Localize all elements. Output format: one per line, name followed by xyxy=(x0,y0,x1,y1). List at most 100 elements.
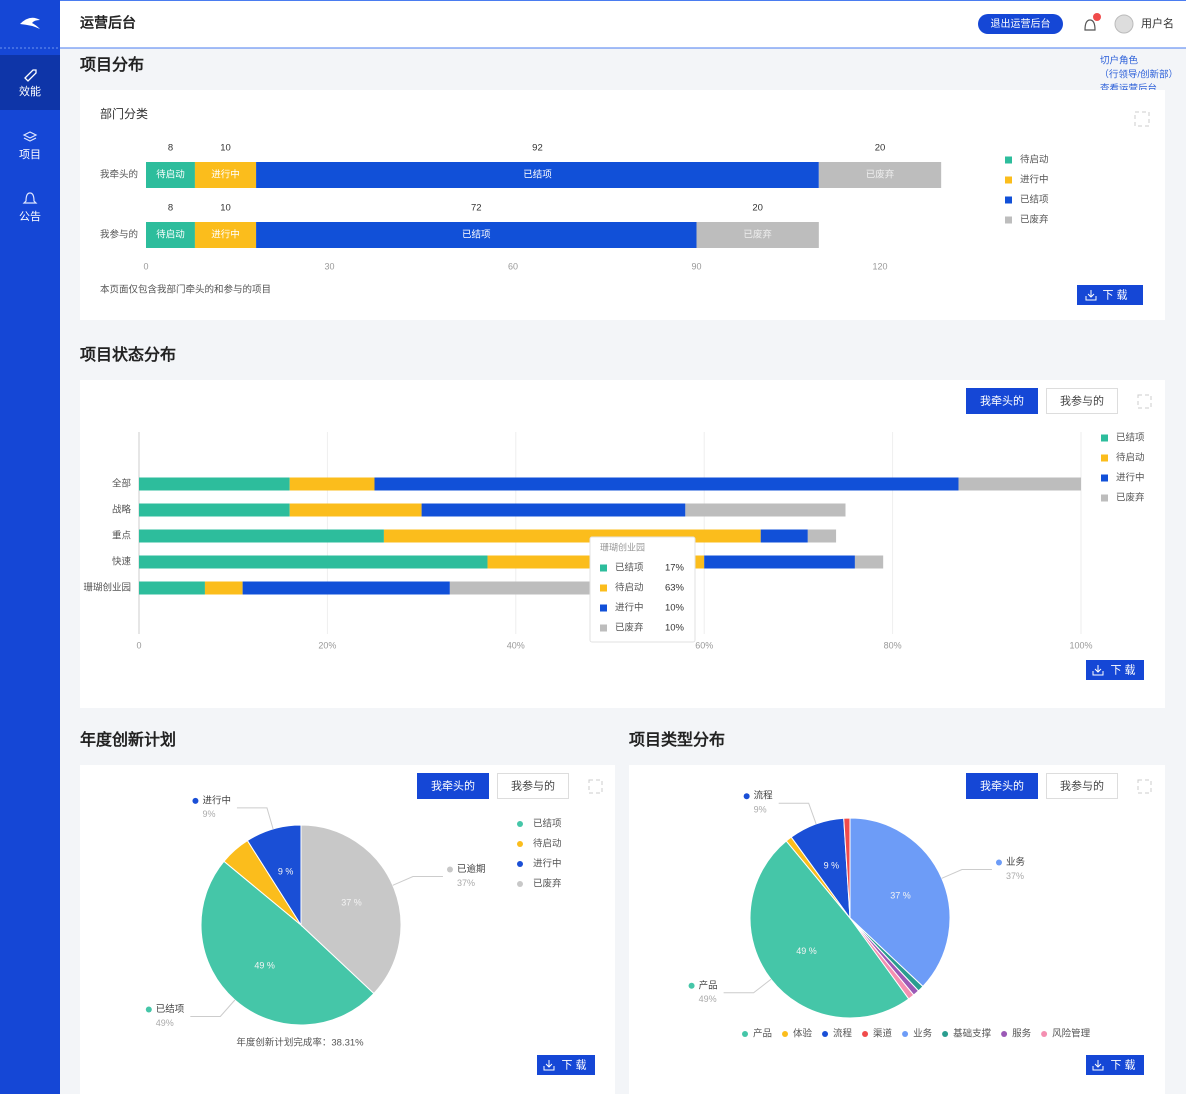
x-tick-label: 0 xyxy=(136,640,141,650)
callout-dot xyxy=(446,866,453,873)
legend-label: 流程 xyxy=(833,1028,853,1040)
tab-label[interactable]: 我牵头的 xyxy=(980,778,1024,792)
tooltip-value: 10% xyxy=(665,623,685,634)
notification-icon[interactable] xyxy=(1084,19,1096,31)
tooltip-swatch xyxy=(600,564,607,572)
segment-label: 已废弃 xyxy=(866,169,895,181)
callout-dot xyxy=(743,793,750,800)
tab-label[interactable]: 我参与的 xyxy=(511,778,555,792)
x-tick-label: 60 xyxy=(508,261,518,271)
x-tick-label: 0 xyxy=(143,261,148,271)
user-name[interactable]: 用户名 xyxy=(1141,16,1174,30)
callout-dot xyxy=(995,859,1002,866)
value-label: 8 xyxy=(168,143,173,154)
legend-label: 进行中 xyxy=(1020,174,1049,186)
icon-layers xyxy=(22,131,38,142)
fullscreen-icon[interactable] xyxy=(1137,394,1152,409)
exit-button-label[interactable]: 退出运营后台 xyxy=(991,17,1051,30)
callout-line xyxy=(723,978,772,994)
legend-dot xyxy=(517,861,523,867)
x-tick-label: 40% xyxy=(507,640,525,650)
role-note[interactable]: （行领导/创新部） xyxy=(1099,69,1178,81)
download-icon xyxy=(1085,290,1097,301)
legend-label: 已废弃 xyxy=(533,878,562,890)
tab-label[interactable]: 我牵头的 xyxy=(980,393,1024,407)
card-subtitle: 部门分类 xyxy=(100,106,148,121)
legend-label: 待启动 xyxy=(533,838,562,850)
sidebar xyxy=(0,0,60,1094)
sidebar-item[interactable]: 项目 xyxy=(19,148,41,161)
legend-swatch xyxy=(1101,434,1108,442)
tooltip-name: 已结项 xyxy=(615,562,644,574)
legend-swatch xyxy=(1005,196,1012,204)
legend-swatch xyxy=(1101,454,1108,462)
y-tick-label: 珊瑚创业园 xyxy=(83,582,131,594)
tab-label[interactable]: 我参与的 xyxy=(1060,393,1104,407)
sidebar-item[interactable]: 效能 xyxy=(19,84,41,98)
bar-segment xyxy=(696,222,819,248)
value-label: 10 xyxy=(220,203,231,214)
download-icon xyxy=(1092,665,1104,676)
note: 本页面仅包含我部门牵头的和参与的项目 xyxy=(100,284,271,296)
fullscreen-icon[interactable] xyxy=(1137,779,1152,794)
segment-label: 已废弃 xyxy=(743,229,772,241)
tab-label[interactable]: 我牵头的 xyxy=(431,778,475,792)
x-tick-label: 60% xyxy=(695,640,713,650)
legend-dot xyxy=(517,881,523,887)
x-tick-label: 90 xyxy=(691,261,701,271)
exit-button[interactable] xyxy=(978,14,1063,34)
segment-label: 待启动 xyxy=(156,229,185,241)
tab-active[interactable] xyxy=(966,773,1038,799)
legend-label: 已废弃 xyxy=(1116,492,1145,504)
tooltip-value: 10% xyxy=(665,603,685,614)
bar-segment xyxy=(256,162,819,188)
legend-label: 产品 xyxy=(753,1028,772,1040)
tab[interactable] xyxy=(497,773,569,799)
legend-label: 待启动 xyxy=(1020,154,1049,166)
callout-line xyxy=(778,802,817,825)
download-icon xyxy=(543,1060,555,1071)
sidebar-item[interactable]: 公告 xyxy=(19,210,41,223)
bar-segment xyxy=(818,162,942,188)
bar-segment xyxy=(139,503,290,517)
download-label[interactable]: 下 载 xyxy=(1110,1058,1135,1071)
bar-segment xyxy=(242,581,450,595)
value-label: 72 xyxy=(471,203,482,214)
download-label[interactable]: 下 载 xyxy=(1102,288,1127,301)
tooltip-swatch xyxy=(600,624,607,632)
notification-badge xyxy=(1093,13,1101,21)
legend-dot xyxy=(942,1031,949,1037)
slice-inner-label: 9 % xyxy=(278,867,294,877)
bar-segment xyxy=(139,477,290,491)
tooltip-name: 进行中 xyxy=(615,602,644,614)
legend-dot xyxy=(822,1031,829,1037)
tab[interactable] xyxy=(1046,388,1118,414)
tab-label[interactable]: 我参与的 xyxy=(1060,778,1104,792)
download-label[interactable]: 下 载 xyxy=(561,1058,586,1071)
tooltip-name: 待启动 xyxy=(615,582,644,594)
slice-inner-label: 9 % xyxy=(824,861,840,871)
callout-name: 流程 xyxy=(754,790,774,802)
tab[interactable] xyxy=(1046,773,1118,799)
bar-segment xyxy=(807,529,837,543)
section-title: 项目状态分布 xyxy=(80,345,176,364)
bar-segment xyxy=(194,222,257,248)
tooltip-swatch xyxy=(600,584,607,592)
bar-segment xyxy=(421,503,686,517)
role-note[interactable]: 切户角色 xyxy=(1100,55,1139,67)
tooltip xyxy=(589,536,696,643)
callout-value: 9% xyxy=(754,805,767,815)
fullscreen-icon[interactable] xyxy=(1134,111,1150,127)
tab-active[interactable] xyxy=(966,388,1038,414)
avatar[interactable] xyxy=(1114,14,1134,34)
callout-dot xyxy=(145,1006,152,1013)
legend-label: 已结项 xyxy=(1116,432,1145,444)
callout-name: 业务 xyxy=(1006,856,1026,868)
download-label[interactable]: 下 载 xyxy=(1110,663,1135,676)
slice-inner-label: 49 % xyxy=(796,946,817,956)
x-tick-label: 120 xyxy=(872,261,887,271)
tab-active[interactable] xyxy=(417,773,489,799)
callout-name: 进行中 xyxy=(202,794,231,806)
legend-label: 已废弃 xyxy=(1020,214,1049,226)
fullscreen-icon[interactable] xyxy=(588,779,603,794)
